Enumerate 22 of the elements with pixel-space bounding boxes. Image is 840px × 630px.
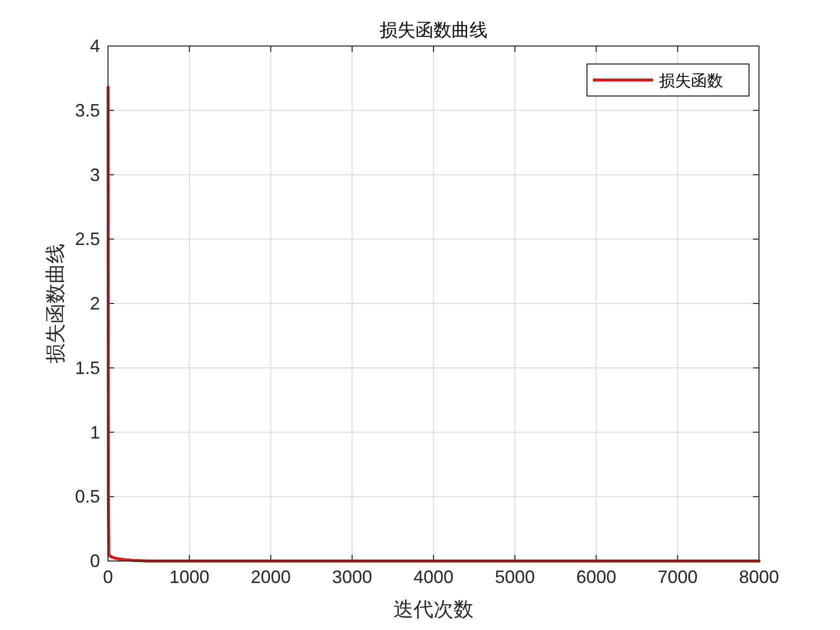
y-tick-label: 3 (90, 164, 100, 185)
x-tick-label: 2000 (250, 567, 291, 587)
x-tick-label: 6000 (576, 567, 616, 587)
y-tick-label: 2.5 (74, 229, 100, 250)
x-tick-label: 3000 (332, 567, 372, 587)
y-tick-label: 1.5 (74, 358, 100, 378)
y-tick-label: 0.5 (74, 486, 100, 507)
legend-label: 损失函数 (659, 72, 723, 90)
x-tick-label: 5000 (494, 567, 535, 587)
x-tick-label: 8000 (738, 567, 780, 587)
x-tick-label: 0 (102, 567, 114, 587)
x-axis-title: 迭代次数 (394, 599, 474, 621)
y-tick-label: 1 (90, 422, 100, 442)
x-tick-label: 7000 (658, 567, 698, 587)
x-tick-label: 1000 (169, 567, 210, 587)
y-tick-label: 3.5 (74, 100, 100, 120)
x-tick-label: 4000 (413, 567, 454, 587)
y-tick-label: 2 (90, 294, 100, 314)
y-tick-label: 0 (90, 551, 100, 571)
y-tick-label: 4 (90, 36, 100, 56)
y-axis-title: 损失函数曲线 (45, 244, 67, 364)
chart-title: 损失函数曲线 (380, 20, 488, 40)
